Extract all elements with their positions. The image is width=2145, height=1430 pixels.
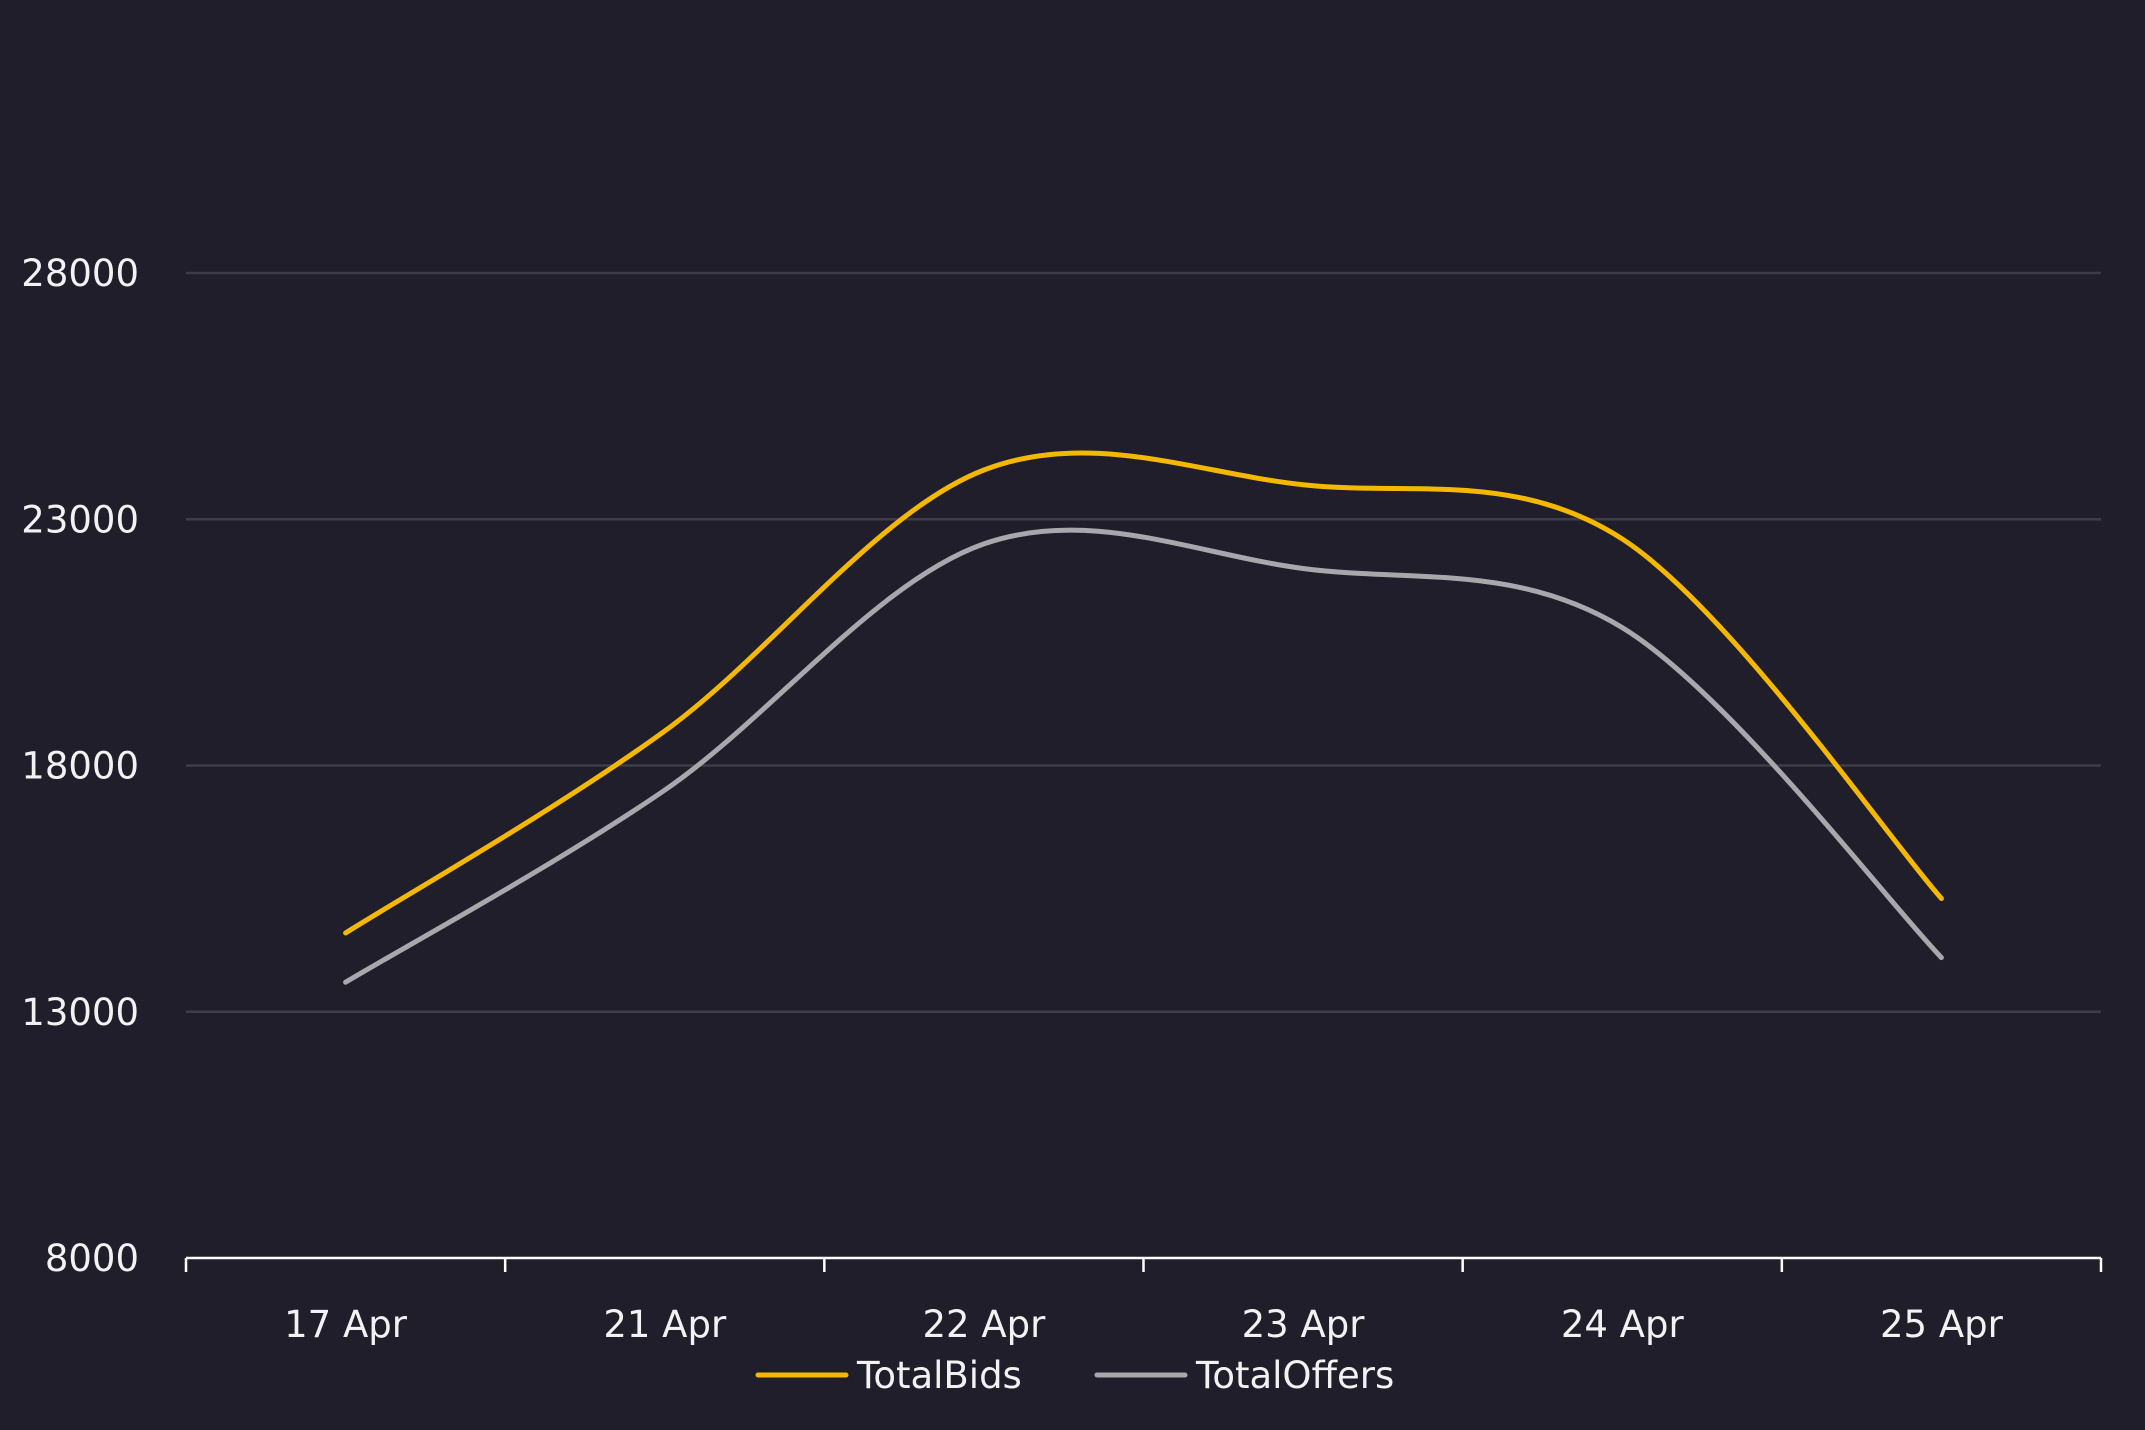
x-tick-label: 22 Apr: [922, 1303, 1046, 1346]
series-line-totaloffers: [343, 527, 1944, 985]
legend-item-totalbids[interactable]: TotalBids: [755, 1354, 1022, 1397]
y-tick-label: 8000: [45, 1237, 139, 1280]
series-line-totalbids: [343, 450, 1944, 936]
legend[interactable]: TotalBids TotalOffers: [755, 1354, 1394, 1397]
x-tick-label: 21 Apr: [603, 1303, 727, 1346]
y-tick-label: 28000: [21, 252, 139, 295]
legend-item-totaloffers[interactable]: TotalOffers: [1094, 1354, 1394, 1397]
x-tick-label: 23 Apr: [1242, 1303, 1366, 1346]
x-tick-label: 17 Apr: [284, 1303, 408, 1346]
y-axis: 8000 13000 18000 23000 28000: [21, 252, 139, 1280]
series: [343, 450, 1944, 985]
y-tick-label: 13000: [21, 991, 139, 1034]
x-tick-label: 25 Apr: [1880, 1303, 2004, 1346]
legend-label: TotalBids: [856, 1354, 1022, 1397]
x-tick-label: 24 Apr: [1561, 1303, 1685, 1346]
legend-label: TotalOffers: [1195, 1354, 1394, 1397]
x-axis: 17 Apr 21 Apr 22 Apr 23 Apr 24 Apr 25 Apr: [184, 1256, 2103, 1346]
y-tick-label: 18000: [21, 745, 139, 788]
y-tick-label: 23000: [21, 498, 139, 541]
gridlines: [186, 271, 2101, 1013]
